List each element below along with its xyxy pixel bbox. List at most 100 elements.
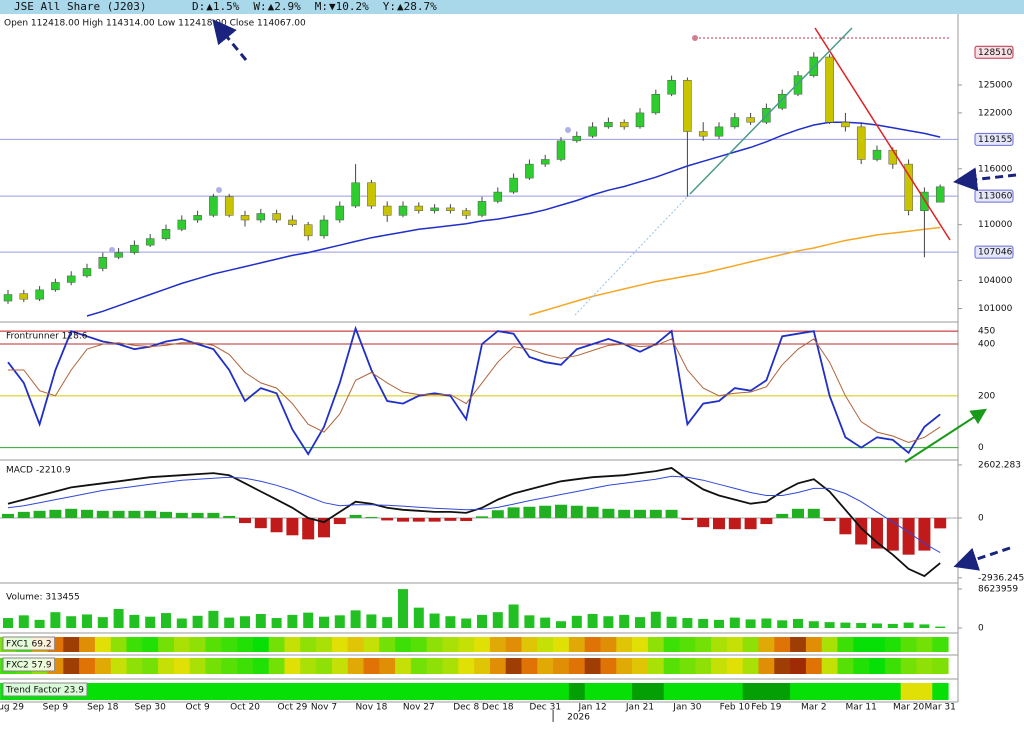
candle-body <box>130 244 139 253</box>
heat-cell <box>331 658 349 674</box>
heat-cell <box>632 683 649 700</box>
heat-cell <box>63 658 80 674</box>
volume-bar <box>887 623 898 628</box>
volume-bar <box>698 618 709 628</box>
volume-bar <box>477 614 487 628</box>
volume-bar <box>729 617 740 628</box>
heat-cell <box>221 637 238 652</box>
heat-cell <box>568 658 586 674</box>
heat-cell <box>379 658 396 674</box>
heat-cell <box>284 683 301 700</box>
y-tick-label: 450 <box>978 327 995 337</box>
volume-bar <box>919 624 930 628</box>
header-label: D: <box>192 0 205 13</box>
candle-body <box>493 191 503 202</box>
heat-cell <box>679 658 696 674</box>
histogram-bar <box>634 509 646 518</box>
heat-cell <box>458 683 475 700</box>
heat-cell <box>173 658 191 674</box>
volume-bar <box>635 617 645 628</box>
heat-cell <box>474 637 491 652</box>
histogram-bar <box>270 517 283 533</box>
volume-bar <box>524 615 535 628</box>
y-tick-label: 110000 <box>978 220 1013 230</box>
histogram-bar <box>318 517 330 538</box>
candle-body <box>525 163 534 179</box>
candle-body <box>730 117 740 128</box>
heat-cell <box>316 637 333 652</box>
heat-cell <box>900 658 917 674</box>
candle-body <box>303 224 313 237</box>
candle-body <box>683 80 692 132</box>
heat-cell <box>695 683 712 700</box>
histogram-bar <box>792 508 804 518</box>
heat-cell <box>331 683 349 700</box>
heat-cell <box>884 683 902 700</box>
x-tick-label: Aug 29 <box>0 703 24 713</box>
heat-cell <box>158 683 175 700</box>
level-label: 128510 <box>978 48 1013 58</box>
candle-body <box>240 215 250 221</box>
volume-bar <box>840 622 851 628</box>
candle-body <box>161 229 171 239</box>
heat-cell <box>189 683 206 700</box>
heat-cell <box>347 637 364 652</box>
x-tick-label: Mar 20 <box>893 703 925 713</box>
heat-cell <box>347 658 364 674</box>
x-tick-label: Mar 11 <box>846 703 877 713</box>
y-tick-label: 0 <box>978 513 984 523</box>
heat-cell <box>853 683 870 700</box>
volume-bar <box>603 616 614 628</box>
volume-bar <box>808 621 819 628</box>
x-tick-label: Nov 27 <box>403 703 435 713</box>
level-label: 119155 <box>978 135 1012 145</box>
heat-cell <box>189 637 206 652</box>
panel-label: Frontrunner 128.6 <box>6 332 88 342</box>
callout-arrow <box>953 167 1017 192</box>
candle-body <box>209 196 218 216</box>
histogram-bar <box>744 517 757 530</box>
heat-cell <box>489 637 507 652</box>
x-tick-label: Jan 21 <box>625 703 654 713</box>
candle-body <box>98 257 108 269</box>
candle-body <box>904 163 913 211</box>
heat-cell <box>205 637 222 652</box>
series-line <box>7 325 941 456</box>
candle-body <box>872 149 882 160</box>
histogram-bar <box>397 517 409 522</box>
anchor-dot <box>565 127 571 133</box>
series-line <box>529 226 941 316</box>
header-change: ▲28.7% <box>397 0 437 13</box>
heat-cell <box>142 658 159 674</box>
x-tick-label: Mar 2 <box>801 703 827 713</box>
volume-bar <box>350 610 361 628</box>
histogram-bar <box>223 515 236 518</box>
volume-bar <box>793 618 803 628</box>
volume-bar <box>824 622 835 628</box>
heat-cell <box>647 658 665 674</box>
heat-cell <box>442 658 459 674</box>
heat-cell <box>252 658 270 674</box>
heat-cell <box>553 683 570 700</box>
histogram-bar <box>681 517 694 521</box>
heat-cell <box>553 658 570 674</box>
heat-cell <box>647 637 665 652</box>
label-box <box>2 682 88 697</box>
histogram-bar <box>286 517 299 536</box>
heat-cell <box>758 683 775 700</box>
candle-body <box>588 126 597 137</box>
histogram-bar <box>365 516 378 518</box>
volume-bar <box>619 614 630 628</box>
header-items: D: ▲1.5% W: ▲2.9% M: ▼10.2% Y: ▲28.7% <box>192 0 437 13</box>
histogram-bar <box>776 513 789 518</box>
volume-bar <box>334 615 345 628</box>
x-tick-label: Jan 30 <box>672 703 701 713</box>
anchor-dot <box>109 247 115 253</box>
histogram-bar <box>586 506 599 518</box>
heat-cell <box>521 637 538 652</box>
heat-cell <box>821 658 838 674</box>
heat-cell <box>110 683 127 700</box>
heat-cell <box>916 683 933 700</box>
candle-body <box>746 117 755 123</box>
histogram-bar <box>49 509 62 518</box>
